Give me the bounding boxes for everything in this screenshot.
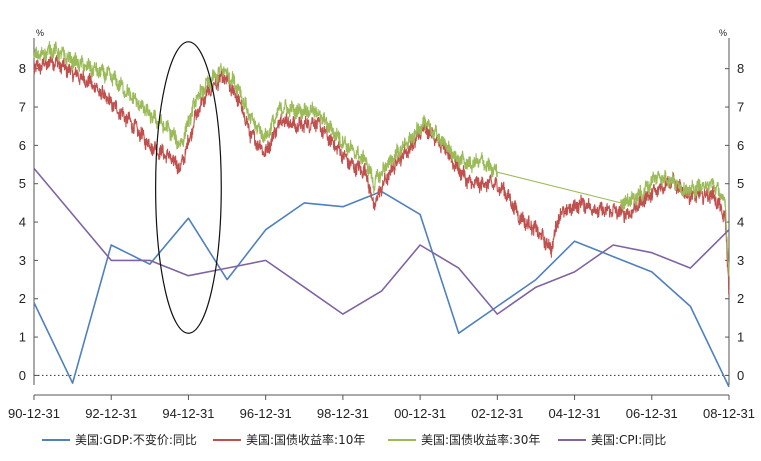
y-tick-label-right: 8 (737, 61, 744, 76)
y-unit-right: % (719, 28, 727, 38)
series-line (33, 55, 730, 295)
y-tick-label-right: 3 (737, 253, 744, 268)
x-tick-label: 90-12-31 (8, 406, 60, 421)
legend-label: 美国:GDP:不变价:同比 (75, 432, 197, 447)
legend: 美国:GDP:不变价:同比 美国:国债收益率:10年 美国:国债收益率:30年 美国:… (42, 432, 666, 447)
annotation-layer (155, 41, 222, 334)
legend-label: 美国:国债收益率:10年 (246, 432, 365, 447)
y-axis-right: 0 1 2 3 4 5 6 7 8 (725, 61, 744, 383)
y-tick-label-right: 1 (737, 330, 744, 345)
x-tick-label: 06-12-31 (626, 406, 678, 421)
x-tick-label: 94-12-31 (162, 406, 214, 421)
series-layer (33, 41, 730, 388)
x-tick-label: 08-12-31 (703, 406, 755, 421)
legend-label: 美国:国债收益率:30年 (421, 432, 540, 447)
y-tick-label-left: 2 (19, 291, 26, 306)
y-tick-label-left: 1 (19, 330, 26, 345)
x-tick-label: 02-12-31 (471, 406, 523, 421)
x-tick-label: 00-12-31 (394, 406, 446, 421)
plot-frame: %% (33, 28, 730, 396)
x-tick-label: 04-12-31 (549, 406, 601, 421)
y-tick-label-right: 7 (737, 100, 744, 115)
y-tick-label-left: 0 (19, 368, 26, 383)
series-line (33, 41, 730, 277)
y-tick-label-right: 5 (737, 176, 744, 191)
y-axis-left: 0 1 2 3 4 5 6 7 8 (19, 61, 38, 383)
x-tick-label: 92-12-31 (85, 406, 137, 421)
legend-label: 美国:CPI:同比 (591, 433, 666, 447)
y-tick-label-left: 6 (19, 138, 26, 153)
y-tick-label-right: 4 (737, 215, 744, 230)
y-tick-label-left: 7 (19, 100, 26, 115)
y-unit-left: % (36, 28, 44, 38)
y-tick-label-left: 4 (19, 215, 26, 230)
x-tick-label: 98-12-31 (317, 406, 369, 421)
y-tick-label-left: 3 (19, 253, 26, 268)
y-tick-label-right: 6 (737, 138, 744, 153)
y-tick-label-left: 5 (19, 176, 26, 191)
series-line (33, 167, 730, 315)
highlight-ellipse (155, 41, 222, 334)
y-tick-label-right: 2 (737, 291, 744, 306)
x-tick-label: 96-12-31 (240, 406, 292, 421)
x-axis: 90-12-31 92-12-31 94-12-31 96-12-31 98-12-31… (8, 395, 755, 421)
y-tick-label-right: 0 (737, 368, 744, 383)
y-tick-label-left: 8 (19, 61, 26, 76)
